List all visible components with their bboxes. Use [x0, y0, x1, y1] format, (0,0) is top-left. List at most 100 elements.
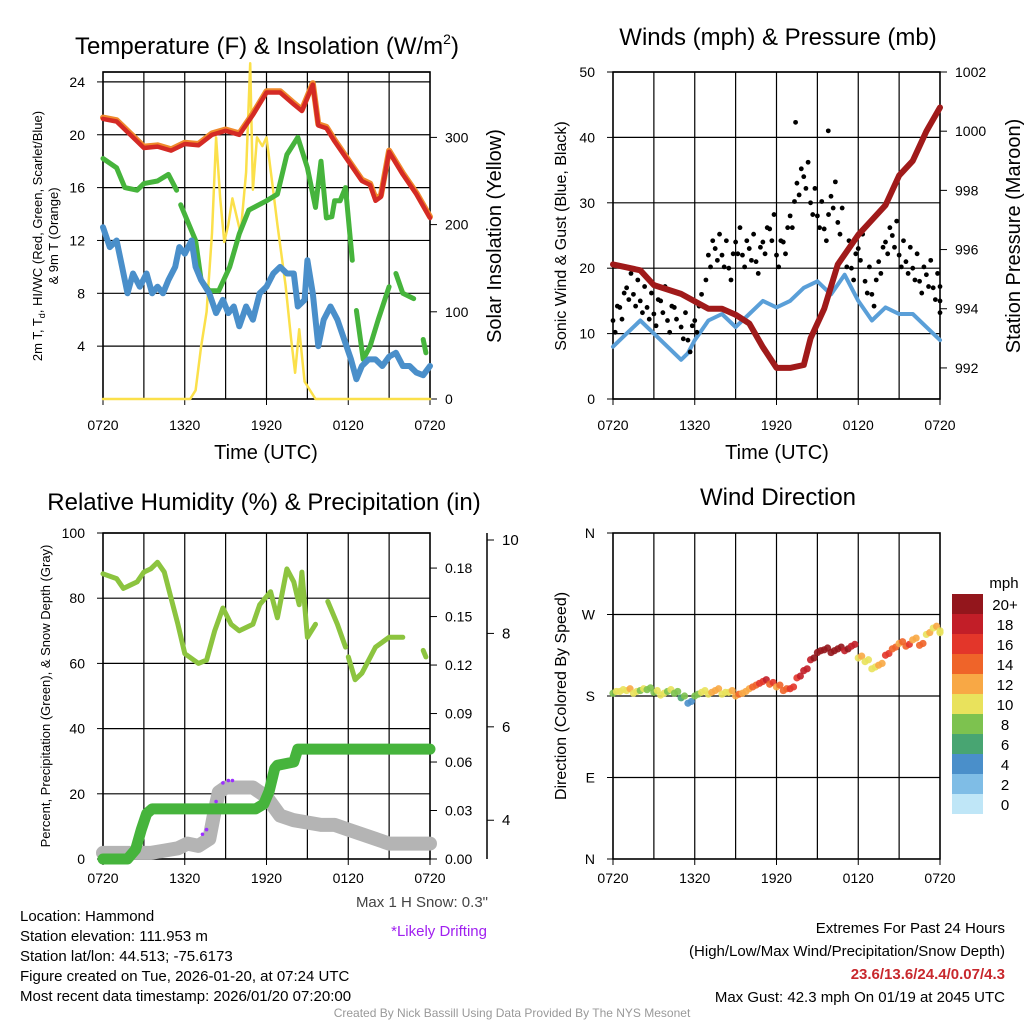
- wind-y2-label: Station Pressure (Maroon): [1003, 119, 1024, 354]
- gust-point: [914, 251, 920, 257]
- y2-tick-label: 200: [445, 217, 469, 233]
- direction-point: [803, 665, 811, 673]
- gust-point: [926, 284, 931, 289]
- gust-point: [907, 244, 913, 250]
- gust-point: [783, 251, 788, 257]
- direction-point: [919, 639, 927, 648]
- gust-point: [858, 257, 863, 263]
- y-tick-label: W: [582, 607, 596, 623]
- gust-point: [758, 244, 763, 250]
- x-tick-label: 1920: [761, 417, 792, 433]
- gust-point: [826, 212, 831, 217]
- station-location: Location: Hammond: [20, 908, 155, 925]
- gust-point: [898, 264, 904, 270]
- gust-point: [917, 278, 922, 284]
- extremes-title: Extremes For Past 24 Hours: [815, 920, 1005, 937]
- gust-point: [828, 193, 834, 199]
- gust-point: [737, 225, 743, 231]
- gust-point: [905, 271, 911, 276]
- legend-label: 20+: [992, 597, 1018, 614]
- gust-point: [692, 318, 698, 323]
- panel-3-axes: 0720 1320 1920 0120 0720: [597, 532, 956, 886]
- gust-point: [610, 318, 616, 323]
- gust-point: [894, 218, 900, 224]
- x-tick-label: 0120: [843, 870, 874, 886]
- gust-point: [674, 316, 679, 322]
- x-tick-label: 1320: [679, 870, 710, 886]
- y2-tick-label: 1002: [955, 64, 986, 80]
- gust-point: [712, 246, 718, 251]
- gust-point: [612, 329, 618, 335]
- y2-tick-label: 4: [502, 812, 510, 829]
- gust-point: [651, 311, 657, 317]
- drifting-point: [200, 832, 205, 837]
- gust-point: [814, 213, 820, 219]
- y-tick-label: 16: [69, 180, 85, 196]
- direction-point: [858, 652, 866, 660]
- gust-point: [810, 212, 816, 217]
- recent-timestamp: Most recent data timestamp: 2026/01/20 0…: [20, 988, 352, 1005]
- y-tick-label: 40: [69, 721, 85, 737]
- legend-label: 14: [997, 657, 1014, 674]
- series-relative-humidity: [420, 647, 429, 660]
- direction-point: [687, 697, 695, 706]
- gust-point: [755, 271, 761, 276]
- legend-label: 8: [1001, 717, 1009, 734]
- gust-point: [793, 119, 798, 125]
- direction-point: [878, 659, 886, 668]
- legend-label: 18: [997, 617, 1014, 634]
- y2-tick-label: 994: [955, 301, 979, 317]
- legend-label: 4: [1001, 757, 1009, 774]
- gust-point: [717, 231, 722, 237]
- y-tick-label: E: [586, 770, 595, 786]
- gust-point: [753, 259, 759, 265]
- y-tick-label: S: [586, 688, 595, 704]
- gust-point: [855, 246, 861, 251]
- gust-point: [746, 246, 752, 251]
- legend-swatch: [952, 774, 983, 794]
- gust-point: [708, 264, 713, 270]
- drifting-point: [226, 778, 231, 783]
- x-tick-label: 1320: [169, 870, 200, 886]
- y2-tick-label: 996: [955, 242, 979, 258]
- direction-point: [680, 692, 689, 700]
- legend-swatch: [952, 594, 983, 614]
- y2-tick-label: 6: [502, 719, 510, 736]
- gust-point: [721, 264, 727, 270]
- gust-point: [937, 284, 943, 289]
- svg-text:2m T, Td, HI/WC (Red, Green, S: 2m T, Td, HI/WC (Red, Green, Scarlet/Blu…: [30, 111, 47, 361]
- gust-point: [653, 323, 659, 329]
- y-tick-label: 0: [77, 851, 85, 867]
- gust-point: [637, 298, 643, 304]
- gust-point: [733, 239, 739, 245]
- gust-point: [837, 231, 843, 237]
- y-tick-label: 4: [77, 338, 85, 354]
- gust-point: [619, 316, 625, 322]
- gust-point: [617, 305, 623, 310]
- series-td: [178, 134, 355, 294]
- legend-swatch: [952, 654, 983, 674]
- gust-point: [832, 179, 838, 185]
- series-td: [100, 156, 180, 193]
- gust-point: [878, 271, 884, 276]
- gust-point: [762, 251, 768, 257]
- gust-point: [892, 244, 897, 250]
- gust-point: [903, 259, 909, 265]
- gust-point: [935, 271, 940, 276]
- y-tick-label: N: [585, 851, 595, 867]
- gust-point: [723, 238, 729, 244]
- direction-panel-title: Wind Direction: [700, 484, 856, 511]
- y2-tick-label: 992: [955, 360, 979, 376]
- gust-point: [671, 305, 677, 310]
- gust-point: [823, 238, 829, 244]
- gust-point: [819, 199, 825, 204]
- series-relative-humidity: [325, 599, 348, 650]
- gust-point: [683, 310, 688, 316]
- y2-tick-label: 10: [502, 532, 519, 549]
- gust-point: [887, 225, 893, 231]
- panel-1-axes: 0720 1320 1920 0120 0720: [597, 71, 956, 433]
- extremes-subtitle: (High/Low/Max Wind/Precipitation/Snow De…: [689, 943, 1005, 960]
- gust-point: [812, 186, 818, 191]
- y-tick-label: 20: [579, 260, 595, 276]
- gust-point: [912, 277, 918, 283]
